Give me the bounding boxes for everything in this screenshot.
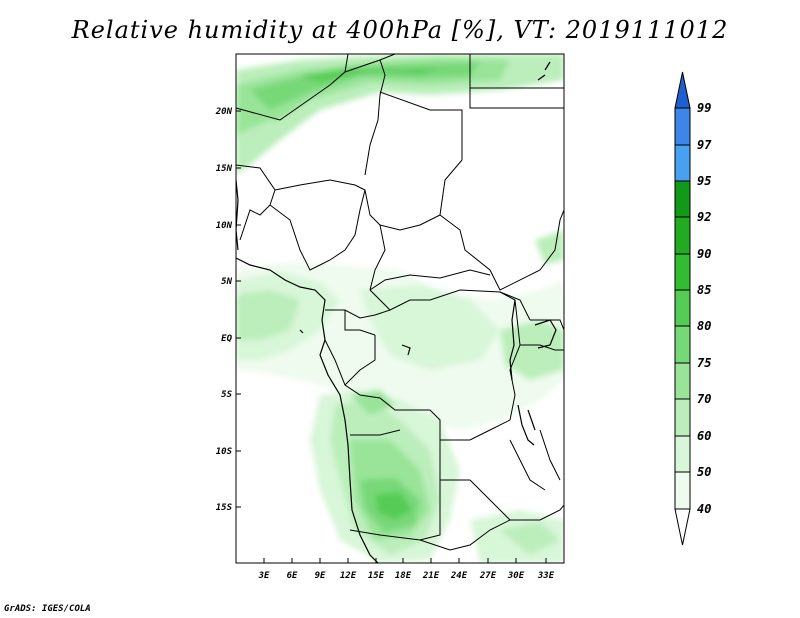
lon-label: 12E <box>340 571 357 581</box>
lat-label: 10N <box>216 221 233 231</box>
colorbar-label: 97 <box>697 138 712 152</box>
colorbar-label: 80 <box>697 319 711 333</box>
lat-label: 15S <box>216 503 233 513</box>
lon-label: 27E <box>479 571 497 581</box>
lon-label: 24E <box>450 571 468 581</box>
lat-label: EQ <box>221 334 232 344</box>
colorbar-label: 75 <box>697 356 711 370</box>
lat-label: 5S <box>221 390 232 400</box>
colorbar-segment <box>674 325 691 364</box>
lat-label: 15N <box>216 164 233 174</box>
colorbar-label: 95 <box>697 174 711 188</box>
lon-label: 9E <box>315 571 326 581</box>
colorbar-label: 60 <box>697 429 711 443</box>
colorbar-label: 70 <box>697 392 711 406</box>
country-borders <box>236 54 564 551</box>
colorbar: 99 97 95 92 90 85 80 75 70 60 50 40 <box>674 71 712 546</box>
colorbar-label: 90 <box>697 247 711 261</box>
colorbar-top-arrow <box>674 71 691 109</box>
latitude-axis: 20N 15N 10N 5N EQ 5S 10S 15S <box>215 107 241 513</box>
lon-label: 15E <box>368 571 385 581</box>
colorbar-bottom-arrow <box>674 508 691 546</box>
colorbar-segment <box>674 253 691 291</box>
colorbar-segment <box>674 107 691 146</box>
colorbar-label: 40 <box>697 502 711 516</box>
map-frame <box>235 53 565 564</box>
colorbar-segment <box>674 144 691 182</box>
chart-title: Relative humidity at 400hPa [%], VT: 201… <box>71 16 729 44</box>
colorbar-label: 92 <box>697 210 711 224</box>
lon-label: 3E <box>258 571 270 581</box>
lon-label: 6E <box>287 571 298 581</box>
lon-label: 33E <box>537 571 555 581</box>
longitude-axis: 3E 6E 9E 12E 15E 18E 21E 24E 27E 30E 33E <box>258 558 555 581</box>
colorbar-segment <box>674 289 691 327</box>
lon-label: 30E <box>507 571 525 581</box>
colorbar-segment <box>674 362 691 400</box>
colorbar-label: 50 <box>697 465 711 479</box>
lat-label: 20N <box>215 107 233 117</box>
colorbar-segment <box>674 398 691 437</box>
colorbar-segment <box>674 471 691 510</box>
lat-label: 5N <box>221 277 232 287</box>
lat-label: 10S <box>216 447 233 457</box>
lon-label: 18E <box>395 571 412 581</box>
grads-credit: GrADS: IGES/COLA <box>4 604 91 614</box>
coastlines <box>236 61 557 563</box>
colorbar-segment <box>674 435 691 473</box>
colorbar-segment <box>674 180 691 218</box>
lon-label: 21E <box>422 571 440 581</box>
colorbar-label: 99 <box>697 101 711 115</box>
colorbar-label: 85 <box>697 283 711 297</box>
humidity-shading <box>236 54 564 563</box>
colorbar-segment <box>674 216 691 255</box>
